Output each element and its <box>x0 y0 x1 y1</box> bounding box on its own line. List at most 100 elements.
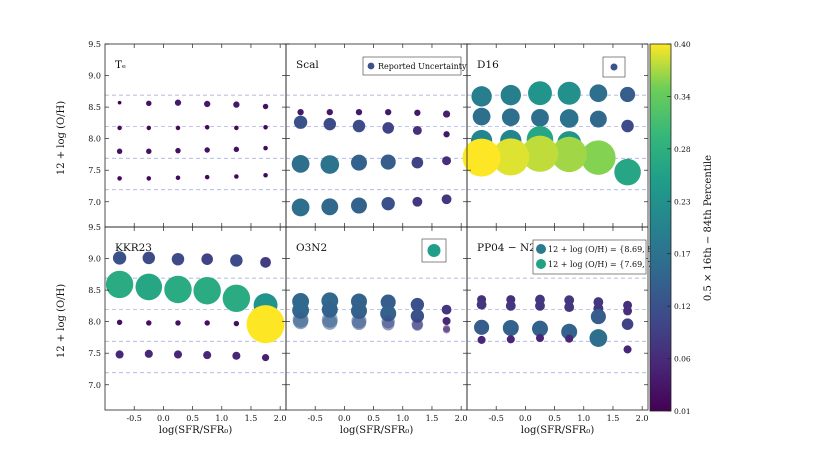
data-point <box>234 125 239 131</box>
colorbar: 0.01 0.06 0.12 0.17 0.23 0.28 0.34 0.40 <box>649 40 691 416</box>
data-point <box>203 351 212 360</box>
data-point <box>115 350 124 359</box>
data-point <box>175 175 181 181</box>
data-point <box>116 148 123 154</box>
data-point <box>175 320 181 326</box>
data-point <box>559 109 579 128</box>
data-point <box>443 131 450 138</box>
data-point <box>381 317 395 331</box>
data-point <box>320 155 340 174</box>
data-point <box>502 319 519 336</box>
data-point <box>146 320 152 326</box>
colorbar-tick-label: 0.34 <box>674 92 691 101</box>
data-point <box>146 148 152 154</box>
colorbar-tick-label: 0.17 <box>674 250 691 259</box>
data-point <box>414 109 421 116</box>
data-point <box>589 329 608 347</box>
panel-title: Tₑ <box>115 59 126 71</box>
data-point <box>262 103 269 110</box>
y-tick-label: 8.5 <box>88 286 101 295</box>
data-point <box>352 119 366 133</box>
legend-frame <box>532 239 647 275</box>
data-point <box>620 86 636 103</box>
x-tick-label: 1.5 <box>607 414 620 423</box>
panel-6: -0.5 0.0 0.5 1.0 1.5 2.0 log(SFR/SFR₀) PP04 − N… <box>466 226 670 436</box>
data-point <box>442 110 451 118</box>
legend-marker <box>536 259 546 269</box>
data-point <box>171 252 185 266</box>
data-point <box>476 299 487 310</box>
x-tick-label: 0.0 <box>338 414 351 423</box>
data-point <box>442 316 451 326</box>
panel-title: KKR23 <box>115 242 152 254</box>
data-point <box>146 100 152 107</box>
data-point <box>232 351 241 360</box>
panel-title: O3N2 <box>296 242 327 254</box>
data-point <box>135 273 163 301</box>
data-point <box>233 101 240 108</box>
y-tick-label: 7.0 <box>88 381 101 390</box>
data-point <box>297 108 304 116</box>
legend-text: 12 + log (O/H) = {7.69, 7.19} <box>548 260 670 269</box>
uncertainty-marker <box>610 63 618 71</box>
data-point <box>590 309 606 325</box>
x-tick-label: 0.0 <box>519 414 532 423</box>
data-point <box>233 146 240 153</box>
colorbar-tick-label: 0.06 <box>674 355 691 364</box>
data-point <box>263 145 268 151</box>
legend-text: 12 + log (O/H) = {8.69, 8.19} <box>548 245 670 254</box>
data-point <box>233 320 240 327</box>
x-axis-label: log(SFR/SFR₀) <box>521 425 595 436</box>
data-point <box>246 305 285 344</box>
panel-5: -0.5 0.0 0.5 1.0 1.5 2.0 log(SFR/SFR₀) O3N2 <box>285 226 468 436</box>
colorbar-tick-label: 0.28 <box>674 145 691 154</box>
data-point <box>263 125 268 130</box>
data-point <box>204 320 210 326</box>
x-axis-label: log(SFR/SFR₀) <box>340 425 414 436</box>
data-point <box>322 314 338 330</box>
data-point <box>471 86 492 107</box>
x-tick-label: 2.0 <box>274 414 287 423</box>
data-point <box>581 140 616 175</box>
y-tick-label: 9.5 <box>88 40 101 49</box>
data-point <box>260 256 271 268</box>
panel-title: Scal <box>296 59 319 71</box>
data-point <box>410 297 425 312</box>
data-point <box>117 100 122 105</box>
data-point <box>350 197 367 214</box>
x-tick-label: 0.5 <box>548 414 561 423</box>
data-point <box>621 318 634 330</box>
data-point <box>146 176 152 181</box>
y-tick-label: 9.0 <box>88 255 101 264</box>
colorbar-gradient <box>649 43 672 412</box>
y-tick-label: 8.0 <box>88 318 101 327</box>
data-point <box>164 275 192 304</box>
x-tick-label: 2.0 <box>455 414 468 423</box>
data-point <box>441 304 452 315</box>
data-point <box>535 300 545 311</box>
data-point <box>142 251 156 265</box>
data-point <box>234 174 239 179</box>
data-point <box>173 350 183 359</box>
data-point <box>412 320 423 331</box>
data-point <box>528 81 552 106</box>
data-point <box>614 158 641 186</box>
data-point <box>222 284 251 313</box>
x-tick-label: 0.5 <box>186 414 199 423</box>
data-point <box>261 354 270 362</box>
y-tick-label: 7.0 <box>88 198 101 207</box>
x-tick-label: 1.0 <box>577 414 590 423</box>
data-point <box>380 154 396 170</box>
data-point <box>623 345 632 354</box>
y-tick-label: 8.0 <box>88 135 101 144</box>
data-point <box>351 315 367 331</box>
data-point <box>474 319 490 335</box>
y-tick-label: 7.5 <box>88 166 101 175</box>
data-point <box>291 155 310 173</box>
x-tick-label: 0.5 <box>367 414 380 423</box>
x-tick-label: 0.0 <box>157 414 170 423</box>
panel-3: D16 <box>462 43 649 228</box>
colorbar-tick-label: 0.12 <box>674 302 691 311</box>
data-point <box>230 254 243 267</box>
